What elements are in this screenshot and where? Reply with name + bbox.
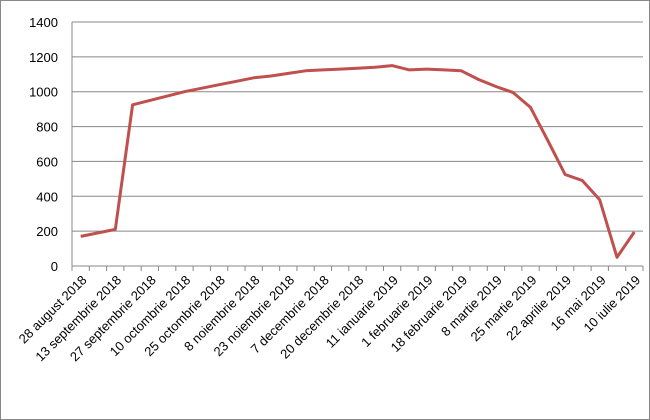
y-tick-label: 0 bbox=[51, 259, 58, 274]
y-tick-label: 600 bbox=[36, 154, 58, 169]
y-tick-label: 1200 bbox=[29, 50, 58, 65]
y-tick-label: 1000 bbox=[29, 85, 58, 100]
y-tick-label: 200 bbox=[36, 224, 58, 239]
y-tick-label: 800 bbox=[36, 120, 58, 135]
data-line bbox=[80, 64, 636, 259]
y-tick-label: 1400 bbox=[29, 15, 58, 30]
y-tick-label: 400 bbox=[36, 189, 58, 204]
